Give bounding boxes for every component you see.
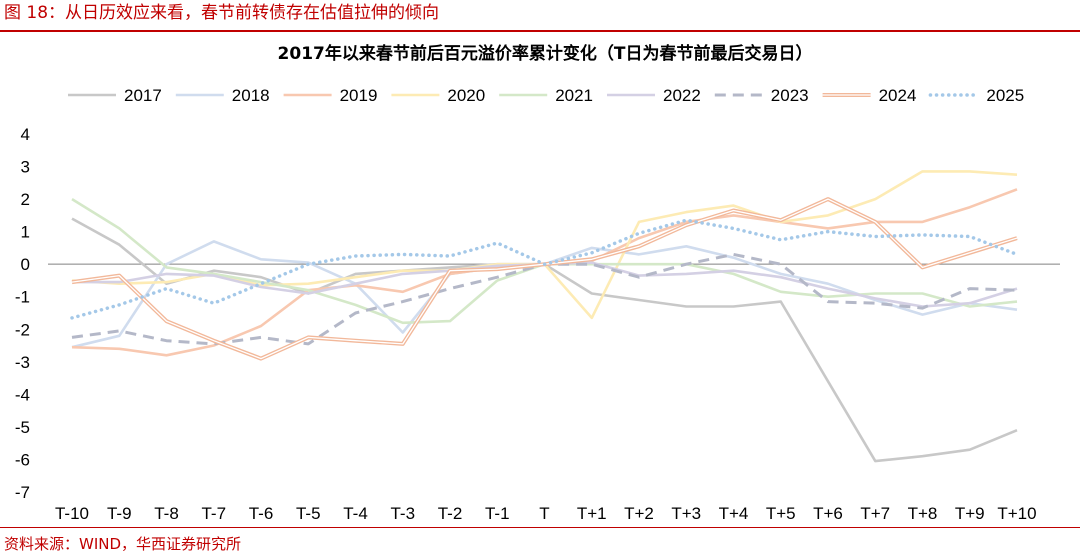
y-tick-label: -4 (15, 385, 30, 404)
legend-label: 2019 (340, 86, 378, 105)
legend-label: 2017 (124, 86, 162, 105)
x-tick-label: T+4 (719, 504, 749, 523)
legend-label: 2022 (663, 86, 701, 105)
x-tick-label: T+5 (766, 504, 796, 523)
legend-label: 2023 (771, 86, 809, 105)
legend-label: 2025 (986, 86, 1024, 105)
x-axis: T-10 T-9 T-8 T-7 T-6 T-5 T-4 T-3 T-2 T-1 T T+1 T+2 T+… (55, 504, 1037, 523)
plot-area (48, 170, 1060, 463)
x-tick-label: T-7 (201, 504, 226, 523)
legend-item-2018: 2018 (175, 86, 270, 105)
y-tick-label: -7 (15, 483, 30, 502)
y-tick-label: 2 (21, 190, 30, 209)
header-rule (0, 30, 1080, 32)
legend-item-2022: 2022 (607, 86, 701, 105)
x-tick-label: T-10 (55, 504, 89, 523)
legend-item-2023: 2023 (714, 86, 809, 105)
x-tick-label: T+7 (860, 504, 890, 523)
y-tick-label: 1 (21, 223, 30, 242)
legend-label: 2024 (879, 86, 917, 105)
legend-item-2017: 2017 (68, 86, 162, 105)
y-axis: 4 3 2 1 0 -1 -2 -3 -4 -5 -6 -7 (15, 125, 30, 502)
legend-item-2021: 2021 (499, 86, 593, 105)
x-tick-label: T-2 (438, 504, 463, 523)
legend-item-2024: 2024 (822, 86, 917, 105)
x-tick-label: T-9 (107, 504, 132, 523)
premium-change-line-chart: 2017年以来春节前后百元溢价率累计变化（T日为春节前最后交易日） 2017 20… (15, 43, 1060, 523)
series-line-2020 (71, 170, 1018, 320)
series-line-2025 (70, 218, 1019, 320)
legend-label: 2021 (555, 86, 593, 105)
series-line-2021 (71, 197, 1018, 325)
x-tick-label: T-3 (390, 504, 415, 523)
source-note: 资料来源：WIND，华西证券研究所 (4, 535, 242, 553)
y-tick-label: 4 (21, 125, 30, 144)
x-tick-label: T+2 (624, 504, 654, 523)
legend-item-2020: 2020 (391, 86, 485, 105)
x-tick-label: T+8 (908, 504, 938, 523)
series-line-2019 (71, 188, 1018, 357)
legend: 2017 2018 2019 2020 2021 2022 2023 2024 2025 (68, 86, 1024, 105)
x-tick-label: T+6 (813, 504, 843, 523)
figure-header: 图 18：从日历效应来看，春节前转债存在估值拉伸的倾向 (4, 3, 440, 23)
x-tick-label: T-6 (249, 504, 274, 523)
x-tick-label: T-8 (154, 504, 179, 523)
legend-label: 2020 (447, 86, 485, 105)
x-tick-label: T+1 (577, 504, 607, 523)
x-tick-label: T-1 (485, 504, 510, 523)
y-tick-label: 3 (21, 158, 30, 177)
x-tick-label: T+9 (955, 504, 985, 523)
legend-label: 2018 (232, 86, 270, 105)
y-tick-label: -2 (15, 320, 30, 339)
legend-item-2025: 2025 (928, 86, 1024, 105)
y-tick-label: -3 (15, 353, 30, 372)
footer-rule (0, 527, 1080, 528)
legend-item-2019: 2019 (283, 86, 378, 105)
x-tick-label: T+3 (671, 504, 701, 523)
x-tick-label: T-4 (343, 504, 368, 523)
series-line-2024 (71, 197, 1018, 361)
y-tick-label: -6 (15, 450, 30, 469)
x-tick-label: T (539, 504, 549, 523)
x-tick-label: T+10 (997, 504, 1036, 523)
y-tick-label: -1 (15, 288, 30, 307)
y-tick-label: 0 (21, 255, 30, 274)
y-tick-label: -5 (15, 418, 30, 437)
chart-title: 2017年以来春节前后百元溢价率累计变化（T日为春节前最后交易日） (278, 43, 813, 64)
x-tick-label: T-5 (296, 504, 321, 523)
